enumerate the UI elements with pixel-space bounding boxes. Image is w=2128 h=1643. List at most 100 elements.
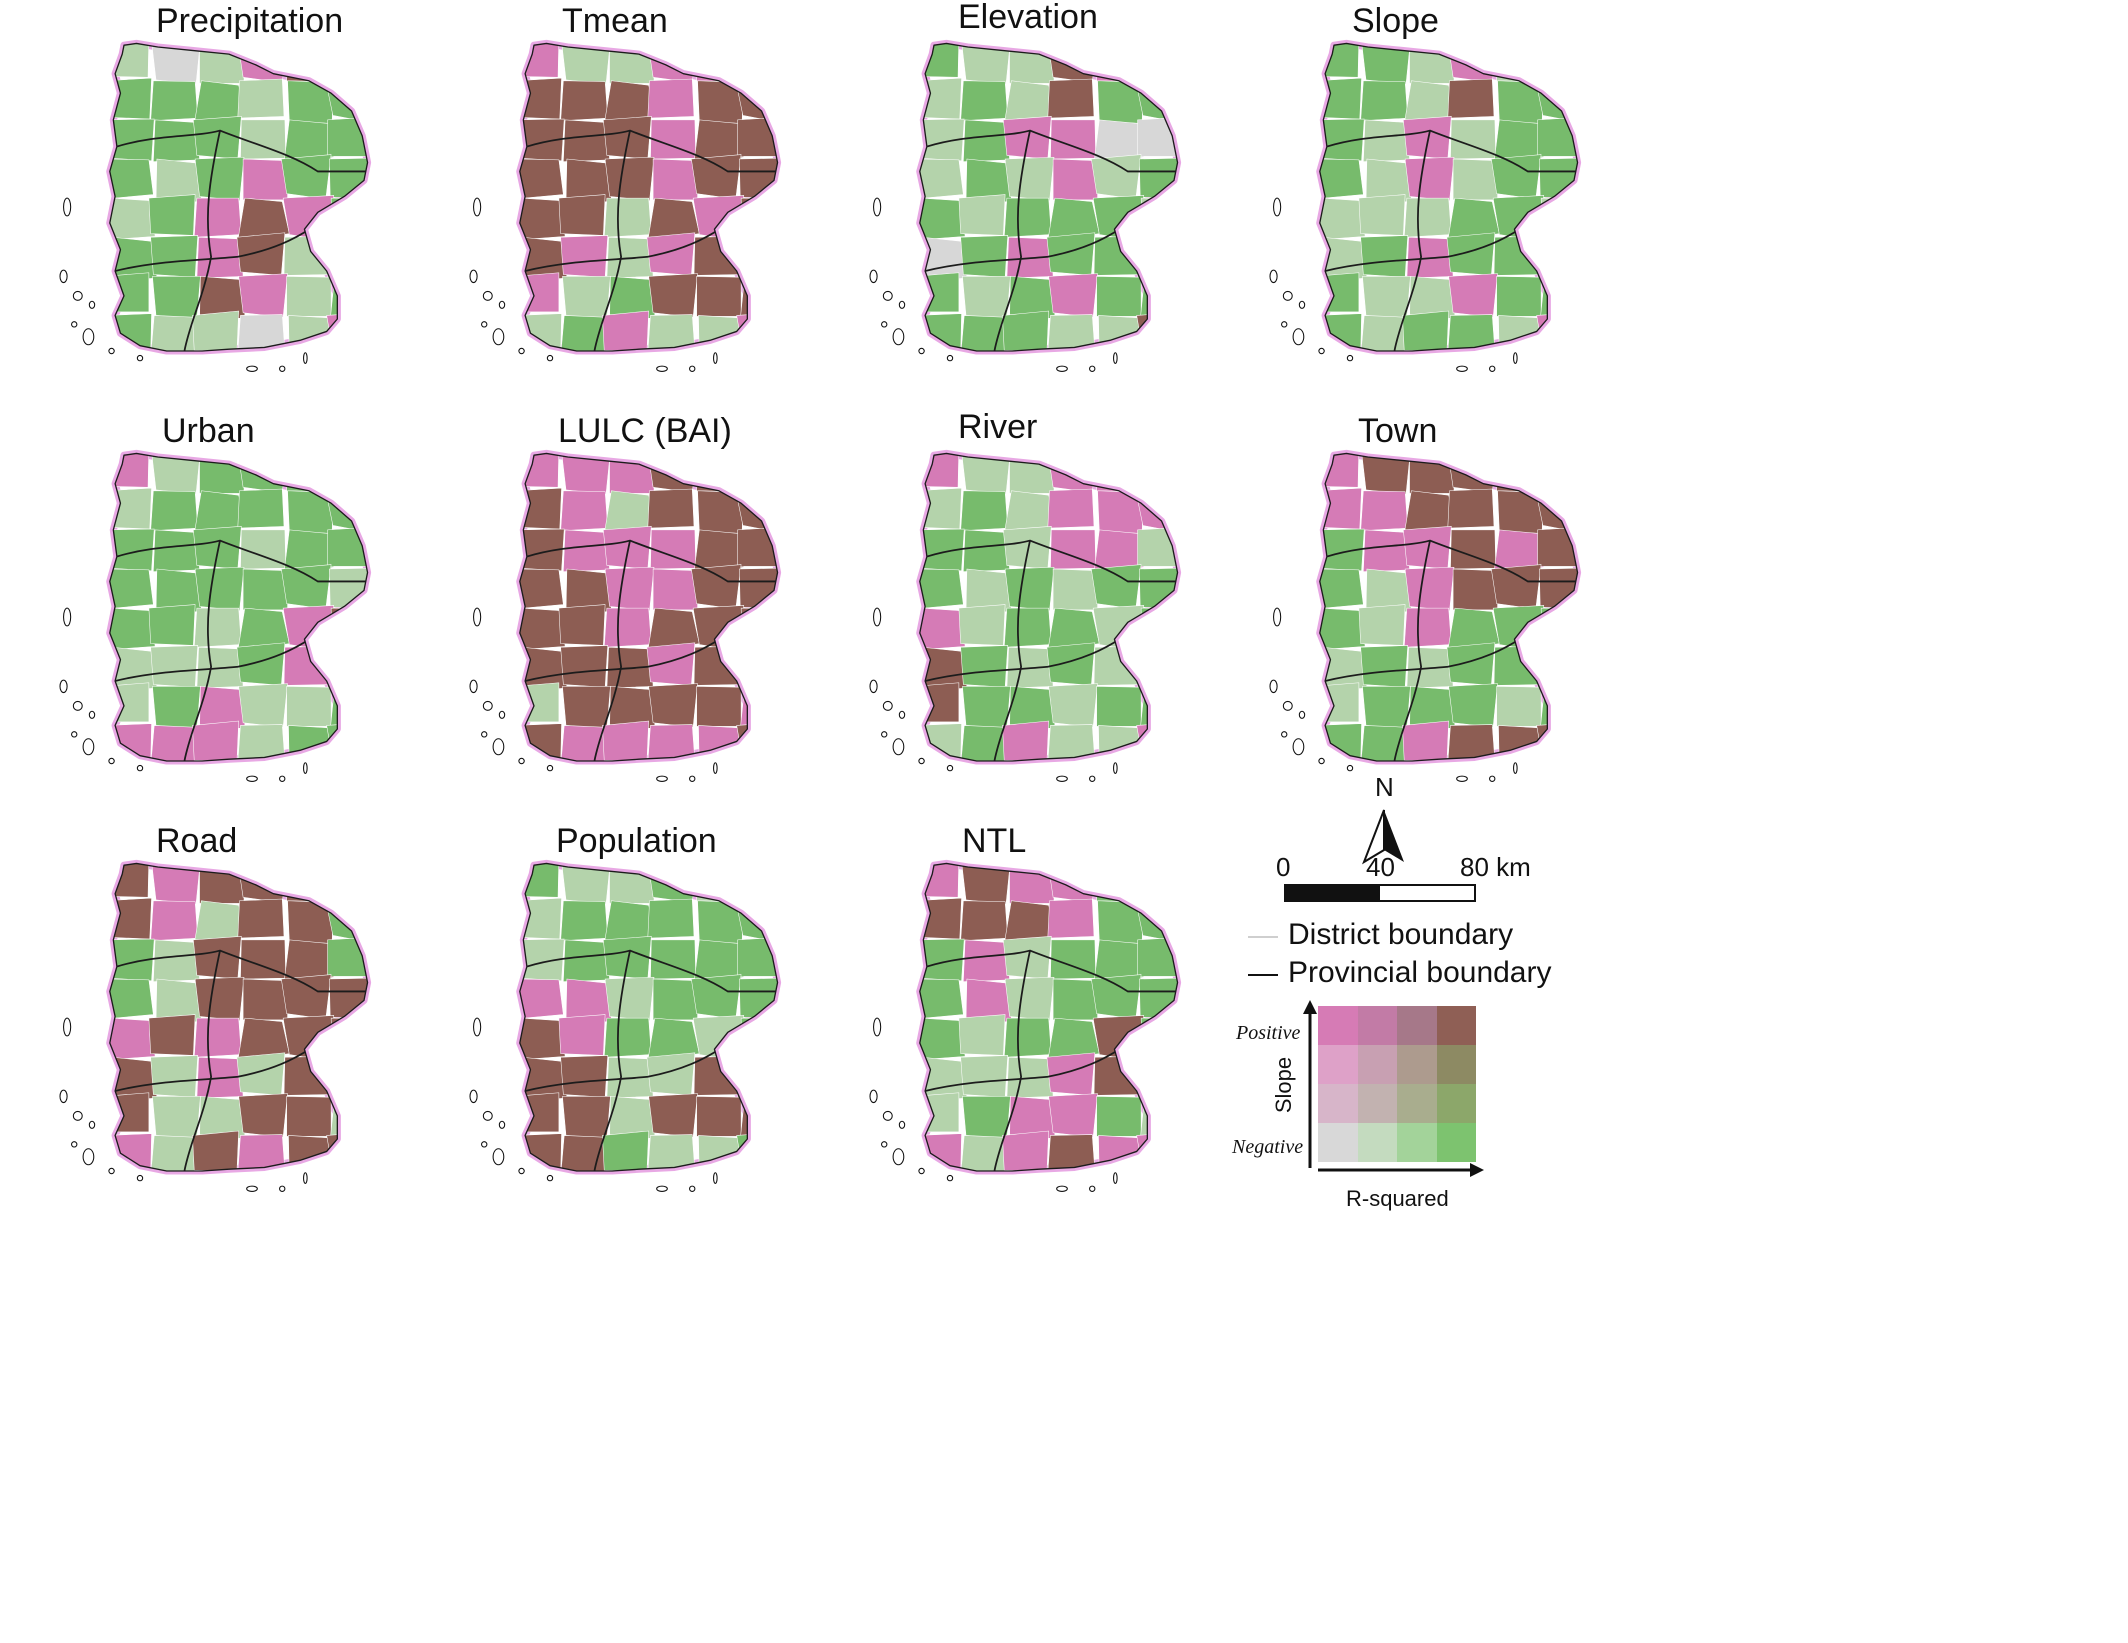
island bbox=[63, 607, 72, 627]
region-outline bbox=[519, 862, 779, 1172]
provincial-boundary bbox=[924, 1047, 1122, 1092]
district-region bbox=[1360, 645, 1409, 688]
district-region bbox=[735, 76, 778, 123]
district-region bbox=[919, 118, 965, 162]
district-region bbox=[519, 568, 564, 610]
district-region bbox=[1448, 683, 1498, 728]
district-region bbox=[1096, 276, 1142, 317]
district-region bbox=[1539, 453, 1578, 495]
district-region bbox=[919, 158, 964, 200]
island bbox=[1113, 352, 1118, 364]
district-region bbox=[602, 1130, 649, 1171]
island bbox=[1056, 775, 1068, 782]
provincial-boundary bbox=[114, 1047, 312, 1092]
island bbox=[82, 738, 95, 756]
district-region bbox=[327, 1056, 368, 1100]
provincial-boundary bbox=[924, 637, 1122, 682]
district-region bbox=[1091, 154, 1142, 200]
district-region bbox=[558, 194, 606, 236]
district-region bbox=[919, 568, 964, 610]
island bbox=[946, 354, 954, 362]
district-region bbox=[1135, 486, 1178, 533]
district-region bbox=[1358, 194, 1406, 236]
choropleth-map bbox=[869, 859, 1182, 1192]
provincial-boundary bbox=[1324, 227, 1522, 272]
provincial-boundary bbox=[183, 950, 221, 1171]
district-region bbox=[1093, 939, 1145, 983]
district-region bbox=[150, 900, 199, 942]
district-region bbox=[1360, 315, 1409, 351]
district-region bbox=[1404, 156, 1455, 202]
island bbox=[918, 757, 925, 765]
district-region bbox=[562, 1096, 611, 1140]
district-region bbox=[737, 236, 778, 280]
district-region bbox=[152, 276, 201, 320]
district-region bbox=[919, 607, 966, 651]
district-region bbox=[736, 721, 778, 761]
island bbox=[59, 1089, 68, 1104]
district-region bbox=[1009, 43, 1055, 84]
district-region bbox=[560, 315, 609, 351]
island bbox=[246, 365, 258, 372]
island bbox=[303, 762, 308, 774]
island bbox=[546, 354, 554, 362]
district-region bbox=[647, 724, 696, 761]
district-region bbox=[558, 604, 606, 646]
island bbox=[1489, 365, 1496, 372]
bivariate-cell bbox=[1357, 1045, 1397, 1084]
island bbox=[518, 347, 525, 355]
island bbox=[88, 300, 96, 309]
island bbox=[72, 700, 83, 711]
district-region bbox=[1047, 314, 1096, 351]
district-region bbox=[1362, 276, 1411, 320]
map-panel: Tmean bbox=[469, 2, 790, 402]
district-region bbox=[609, 43, 655, 84]
district-region bbox=[1137, 236, 1178, 280]
district-region bbox=[560, 725, 609, 761]
district-region bbox=[1048, 683, 1098, 728]
island bbox=[108, 347, 115, 355]
district-region bbox=[1493, 236, 1540, 276]
district-region bbox=[519, 272, 560, 313]
island bbox=[713, 352, 718, 364]
district-region bbox=[1447, 78, 1495, 119]
district-region bbox=[693, 236, 740, 276]
district-region bbox=[962, 686, 1011, 730]
panel-title: NTL bbox=[962, 822, 1027, 860]
district-region bbox=[1052, 568, 1098, 611]
district-region bbox=[1140, 1017, 1178, 1061]
provincial-boundary bbox=[993, 130, 1031, 351]
panel-title: Urban bbox=[162, 412, 255, 450]
district-region bbox=[1047, 898, 1095, 939]
region-outline bbox=[109, 452, 369, 762]
district-region bbox=[1363, 119, 1410, 162]
district-region bbox=[109, 1092, 150, 1133]
district-region bbox=[1047, 78, 1095, 119]
district-region bbox=[1004, 566, 1055, 612]
island bbox=[1318, 347, 1325, 355]
bivariate-cell bbox=[1357, 1006, 1397, 1045]
district-region bbox=[1004, 976, 1055, 1022]
district-region bbox=[1360, 490, 1409, 532]
district-region bbox=[242, 978, 288, 1021]
district-region bbox=[960, 315, 1009, 351]
district-region bbox=[961, 863, 1011, 905]
island bbox=[63, 197, 72, 217]
district-region bbox=[519, 978, 564, 1020]
district-region bbox=[691, 974, 742, 1020]
district-region bbox=[736, 311, 778, 351]
island bbox=[88, 710, 96, 719]
bivariate-cell bbox=[1436, 1006, 1476, 1045]
district-region bbox=[961, 43, 1011, 85]
district-region bbox=[1447, 724, 1496, 761]
provincial-boundary bbox=[524, 1047, 722, 1092]
district-region bbox=[962, 276, 1011, 320]
district-region bbox=[199, 453, 245, 494]
choropleth-map bbox=[869, 449, 1182, 782]
district-region bbox=[1319, 118, 1365, 162]
island bbox=[63, 1017, 72, 1037]
district-region bbox=[192, 310, 239, 351]
district-region bbox=[329, 43, 368, 85]
district-region bbox=[1361, 43, 1411, 85]
district-region bbox=[1403, 526, 1452, 570]
